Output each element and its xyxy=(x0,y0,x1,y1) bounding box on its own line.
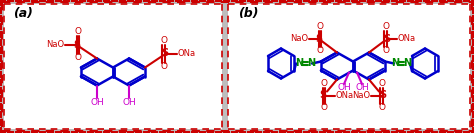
Text: NaO: NaO xyxy=(352,91,370,100)
Text: O: O xyxy=(383,22,390,31)
Text: NaO: NaO xyxy=(290,34,308,43)
Text: ONa: ONa xyxy=(398,34,416,43)
Text: N: N xyxy=(295,59,303,68)
FancyBboxPatch shape xyxy=(4,4,222,129)
Text: O: O xyxy=(161,36,167,45)
Text: N: N xyxy=(403,59,411,68)
Text: O: O xyxy=(317,22,323,31)
Text: OH: OH xyxy=(90,98,104,107)
Text: O: O xyxy=(74,27,82,36)
Text: O: O xyxy=(320,79,328,88)
Text: O: O xyxy=(379,79,385,88)
Text: S: S xyxy=(315,34,323,43)
FancyBboxPatch shape xyxy=(228,4,470,129)
Text: OH: OH xyxy=(355,84,369,92)
Text: S: S xyxy=(383,34,391,43)
Text: O: O xyxy=(161,62,167,71)
Text: O: O xyxy=(383,46,390,55)
Text: ONa: ONa xyxy=(336,91,354,100)
Text: S: S xyxy=(73,40,81,49)
Text: O: O xyxy=(379,103,385,112)
Text: N: N xyxy=(391,59,399,68)
Text: N: N xyxy=(307,59,315,68)
Text: (a): (a) xyxy=(13,7,33,20)
Text: NaO: NaO xyxy=(46,40,64,49)
Text: (b): (b) xyxy=(238,7,258,20)
Text: ONa: ONa xyxy=(178,49,196,58)
Text: O: O xyxy=(74,53,82,62)
Text: S: S xyxy=(162,49,169,59)
Text: OH: OH xyxy=(122,98,136,107)
Text: S: S xyxy=(380,90,387,101)
Text: OH: OH xyxy=(337,84,351,92)
Text: O: O xyxy=(320,103,328,112)
Text: O: O xyxy=(317,46,323,55)
Text: S: S xyxy=(319,90,327,101)
